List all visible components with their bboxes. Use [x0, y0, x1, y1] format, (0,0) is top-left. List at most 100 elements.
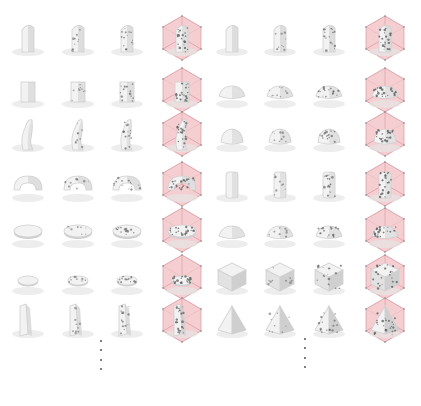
- matrix-cell: [307, 208, 351, 252]
- matrix-cell-framed: [363, 15, 407, 61]
- hex-frame-icon: [162, 207, 202, 253]
- matrix-cell-framed: [363, 207, 407, 253]
- shape-icon: [111, 224, 143, 248]
- shape-icon: [313, 171, 345, 202]
- matrix-cell: [210, 298, 254, 342]
- shape-icon: [111, 175, 143, 202]
- matrix-cell: [307, 16, 351, 60]
- matrix-cell: [258, 16, 302, 60]
- hex-frame-icon: [162, 67, 202, 113]
- matrix-cell: [56, 112, 100, 156]
- shape-icon: [313, 262, 345, 295]
- matrix-cell: [6, 255, 50, 299]
- hex-frame-icon: [162, 254, 202, 300]
- shape-icon: [62, 224, 94, 248]
- matrix-cell: [6, 208, 50, 252]
- matrix-cell: [307, 298, 351, 342]
- shape-icon: [216, 85, 248, 108]
- hex-frame-icon: [365, 297, 405, 343]
- matrix-cell: [6, 298, 50, 342]
- shape-icon: [62, 275, 94, 295]
- matrix-cell-framed: [160, 67, 204, 113]
- matrix-cell: [6, 112, 50, 156]
- matrix-cell: [56, 162, 100, 206]
- hex-frame-icon: [162, 111, 202, 157]
- hex-frame-icon: [365, 161, 405, 207]
- shape-icon: [216, 171, 248, 202]
- shape-icon: [12, 175, 44, 202]
- hex-frame-icon: [162, 297, 202, 343]
- matrix-cell: [56, 68, 100, 112]
- shape-icon: [216, 25, 248, 56]
- shape-icon: [264, 171, 296, 202]
- matrix-cell-framed: [160, 15, 204, 61]
- matrix-cell-framed: [363, 111, 407, 157]
- matrix-cell: [105, 16, 149, 60]
- hex-frame-icon: [365, 111, 405, 157]
- matrix-cell: [105, 68, 149, 112]
- hex-frame-icon: [365, 207, 405, 253]
- matrix-cell: [210, 255, 254, 299]
- matrix-cell-framed: [363, 67, 407, 113]
- matrix-cell: [258, 208, 302, 252]
- matrix-cell: [307, 112, 351, 156]
- shape-icon: [264, 25, 296, 56]
- matrix-cell: [56, 208, 100, 252]
- shape-icon: [264, 262, 296, 295]
- shape-icon: [111, 275, 143, 295]
- shape-icon: [111, 81, 143, 108]
- matrix-cell: [258, 298, 302, 342]
- shape-icon: [62, 175, 94, 202]
- shape-icon: [62, 303, 94, 338]
- hex-frame-icon: [162, 15, 202, 61]
- matrix-cell: [210, 162, 254, 206]
- matrix-cell: [6, 68, 50, 112]
- matrix-cell: [56, 298, 100, 342]
- shape-icon: [313, 25, 345, 56]
- matrix-cell: [258, 112, 302, 156]
- matrix-cell-framed: [160, 111, 204, 157]
- shape-icon: [264, 225, 296, 248]
- matrix-cell-framed: [363, 297, 407, 343]
- matrix-cell: [105, 162, 149, 206]
- shape-icon: [111, 303, 143, 338]
- vertical-ellipsis-icon: [98, 340, 104, 370]
- matrix-cell-framed: [160, 297, 204, 343]
- shape-icon: [62, 81, 94, 108]
- matrix-cell: [210, 112, 254, 156]
- hex-frame-icon: [365, 67, 405, 113]
- matrix-cell: [210, 16, 254, 60]
- shape-icon: [216, 262, 248, 295]
- matrix-cell-framed: [363, 161, 407, 207]
- shape-icon: [313, 85, 345, 108]
- hex-frame-icon: [162, 161, 202, 207]
- matrix-cell: [56, 255, 100, 299]
- matrix-cell-framed: [160, 161, 204, 207]
- shape-icon: [216, 225, 248, 248]
- shape-icon: [12, 303, 44, 338]
- shape-icon: [111, 119, 143, 152]
- shape-icon: [313, 128, 345, 152]
- matrix-cell-framed: [160, 254, 204, 300]
- shape-icon: [313, 304, 345, 338]
- vertical-ellipsis-icon: [302, 338, 308, 368]
- shape-icon: [12, 224, 44, 248]
- matrix-cell: [307, 162, 351, 206]
- matrix-cell: [6, 162, 50, 206]
- hex-frame-icon: [365, 254, 405, 300]
- matrix-cell: [56, 16, 100, 60]
- shape-icon: [216, 304, 248, 338]
- matrix-cell: [105, 255, 149, 299]
- shape-icon: [62, 119, 94, 152]
- shape-icon: [264, 304, 296, 338]
- shape-icon: [264, 85, 296, 108]
- matrix-cell-framed: [160, 207, 204, 253]
- shape-icon: [264, 128, 296, 152]
- matrix-cell: [210, 208, 254, 252]
- matrix-cell-framed: [363, 254, 407, 300]
- matrix-cell: [105, 112, 149, 156]
- matrix-cell: [258, 255, 302, 299]
- matrix-cell: [210, 68, 254, 112]
- matrix-cell: [258, 68, 302, 112]
